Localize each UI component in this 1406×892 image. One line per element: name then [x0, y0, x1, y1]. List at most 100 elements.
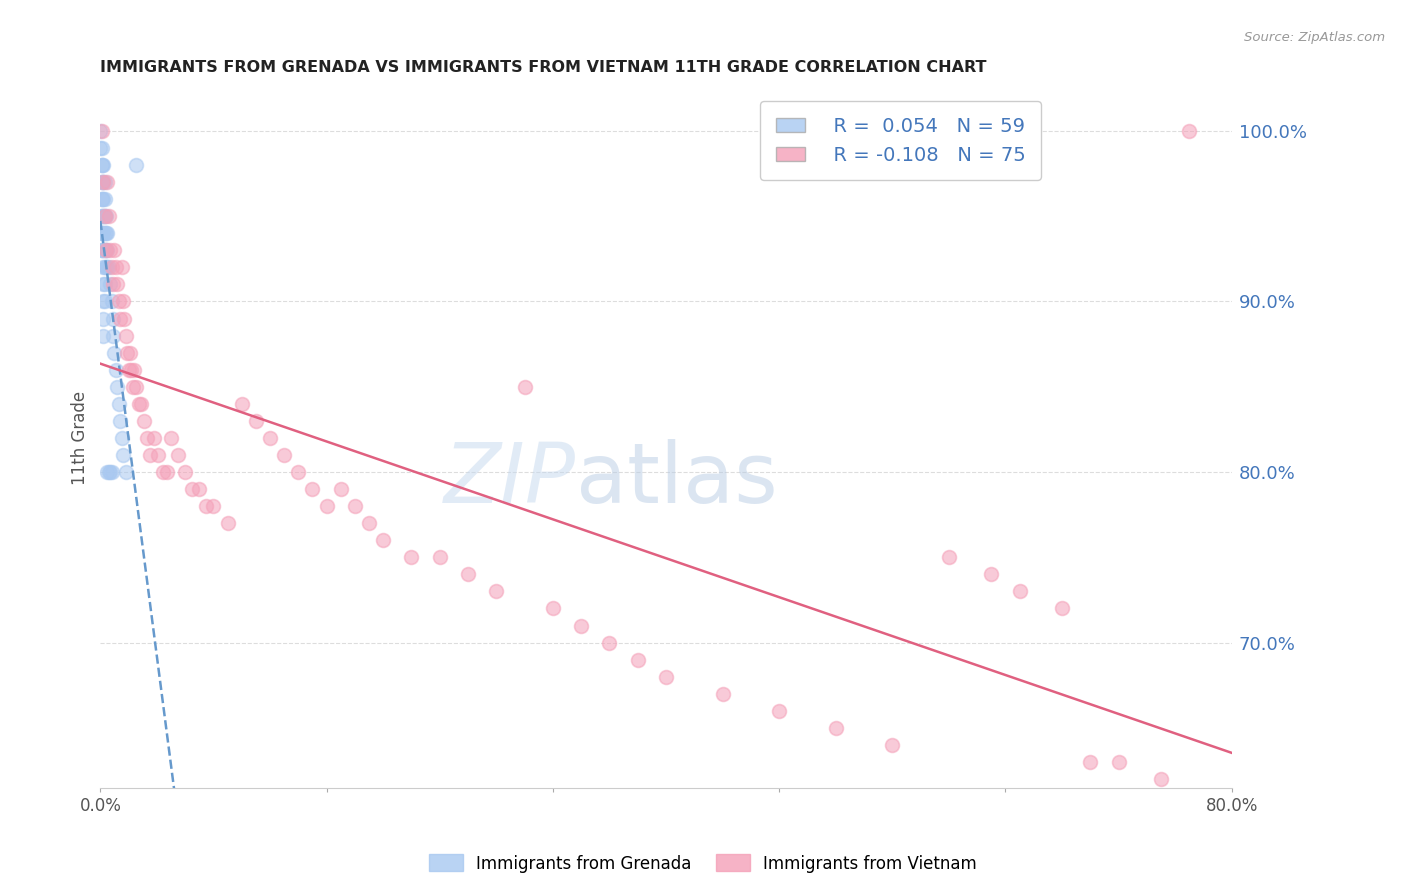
Point — [315, 499, 337, 513]
Point — [100, 465, 122, 479]
Point — [112, 311, 135, 326]
Point — [101, 328, 124, 343]
Point — [104, 362, 127, 376]
Point — [90, 175, 112, 189]
Text: atlas: atlas — [575, 440, 778, 520]
Point — [90, 226, 112, 240]
Point — [143, 431, 166, 445]
Point — [655, 670, 678, 684]
Point — [91, 175, 114, 189]
Point — [824, 721, 846, 735]
Point — [117, 362, 139, 376]
Point — [90, 209, 112, 223]
Point — [125, 158, 148, 172]
Point — [91, 260, 114, 275]
Point — [134, 414, 156, 428]
Point — [980, 567, 1002, 582]
Point — [152, 465, 174, 479]
Point — [115, 345, 138, 359]
Point — [98, 244, 121, 258]
Point — [91, 175, 114, 189]
Point — [373, 533, 395, 548]
Point — [136, 431, 159, 445]
Point — [287, 465, 309, 479]
Point — [91, 277, 114, 292]
Point — [1008, 584, 1031, 599]
Point — [188, 482, 211, 496]
Legend:   R =  0.054   N = 59,   R = -0.108   N = 75: R = 0.054 N = 59, R = -0.108 N = 75 — [761, 102, 1040, 180]
Point — [598, 635, 620, 649]
Point — [259, 431, 281, 445]
Point — [90, 244, 112, 258]
Point — [485, 584, 508, 599]
Point — [110, 431, 132, 445]
Point — [1178, 124, 1201, 138]
Point — [89, 141, 111, 155]
Point — [104, 260, 127, 275]
Point — [90, 124, 112, 138]
Point — [114, 465, 136, 479]
Point — [91, 311, 114, 326]
Text: IMMIGRANTS FROM GRENADA VS IMMIGRANTS FROM VIETNAM 11TH GRADE CORRELATION CHART: IMMIGRANTS FROM GRENADA VS IMMIGRANTS FR… — [100, 60, 987, 75]
Point — [90, 158, 112, 172]
Point — [96, 465, 118, 479]
Point — [156, 465, 179, 479]
Point — [100, 294, 122, 309]
Point — [94, 244, 117, 258]
Point — [98, 277, 121, 292]
Point — [96, 175, 118, 189]
Point — [1150, 772, 1173, 786]
Point — [94, 226, 117, 240]
Point — [343, 499, 366, 513]
Point — [90, 141, 112, 155]
Point — [231, 397, 253, 411]
Point — [90, 209, 112, 223]
Point — [107, 294, 129, 309]
Point — [938, 550, 960, 565]
Point — [93, 260, 115, 275]
Point — [93, 209, 115, 223]
Y-axis label: 11th Grade: 11th Grade — [72, 391, 89, 485]
Point — [93, 294, 115, 309]
Point — [111, 448, 134, 462]
Point — [105, 277, 128, 292]
Point — [401, 550, 423, 565]
Text: Source: ZipAtlas.com: Source: ZipAtlas.com — [1244, 31, 1385, 45]
Point — [94, 260, 117, 275]
Point — [90, 158, 112, 172]
Point — [118, 345, 141, 359]
Point — [90, 192, 112, 206]
Point — [93, 244, 115, 258]
Point — [217, 516, 239, 531]
Point — [90, 226, 112, 240]
Point — [124, 362, 146, 376]
Point — [103, 244, 125, 258]
Point — [91, 226, 114, 240]
Point — [96, 260, 118, 275]
Point — [541, 601, 564, 615]
Point — [101, 277, 124, 292]
Point — [882, 738, 904, 752]
Point — [1108, 755, 1130, 769]
Point — [101, 311, 124, 326]
Point — [110, 260, 132, 275]
Point — [148, 448, 170, 462]
Point — [90, 192, 112, 206]
Point — [167, 448, 190, 462]
Point — [93, 277, 115, 292]
Point — [181, 482, 204, 496]
Point — [94, 244, 117, 258]
Point — [357, 516, 380, 531]
Legend: Immigrants from Grenada, Immigrants from Vietnam: Immigrants from Grenada, Immigrants from… — [423, 847, 983, 880]
Point — [90, 244, 112, 258]
Point — [245, 414, 267, 428]
Point — [1078, 755, 1101, 769]
Point — [105, 380, 128, 394]
Point — [97, 260, 120, 275]
Point — [569, 618, 592, 632]
Point — [91, 294, 114, 309]
Point — [93, 226, 115, 240]
Point — [513, 380, 536, 394]
Text: ZIP: ZIP — [443, 440, 575, 520]
Point — [91, 244, 114, 258]
